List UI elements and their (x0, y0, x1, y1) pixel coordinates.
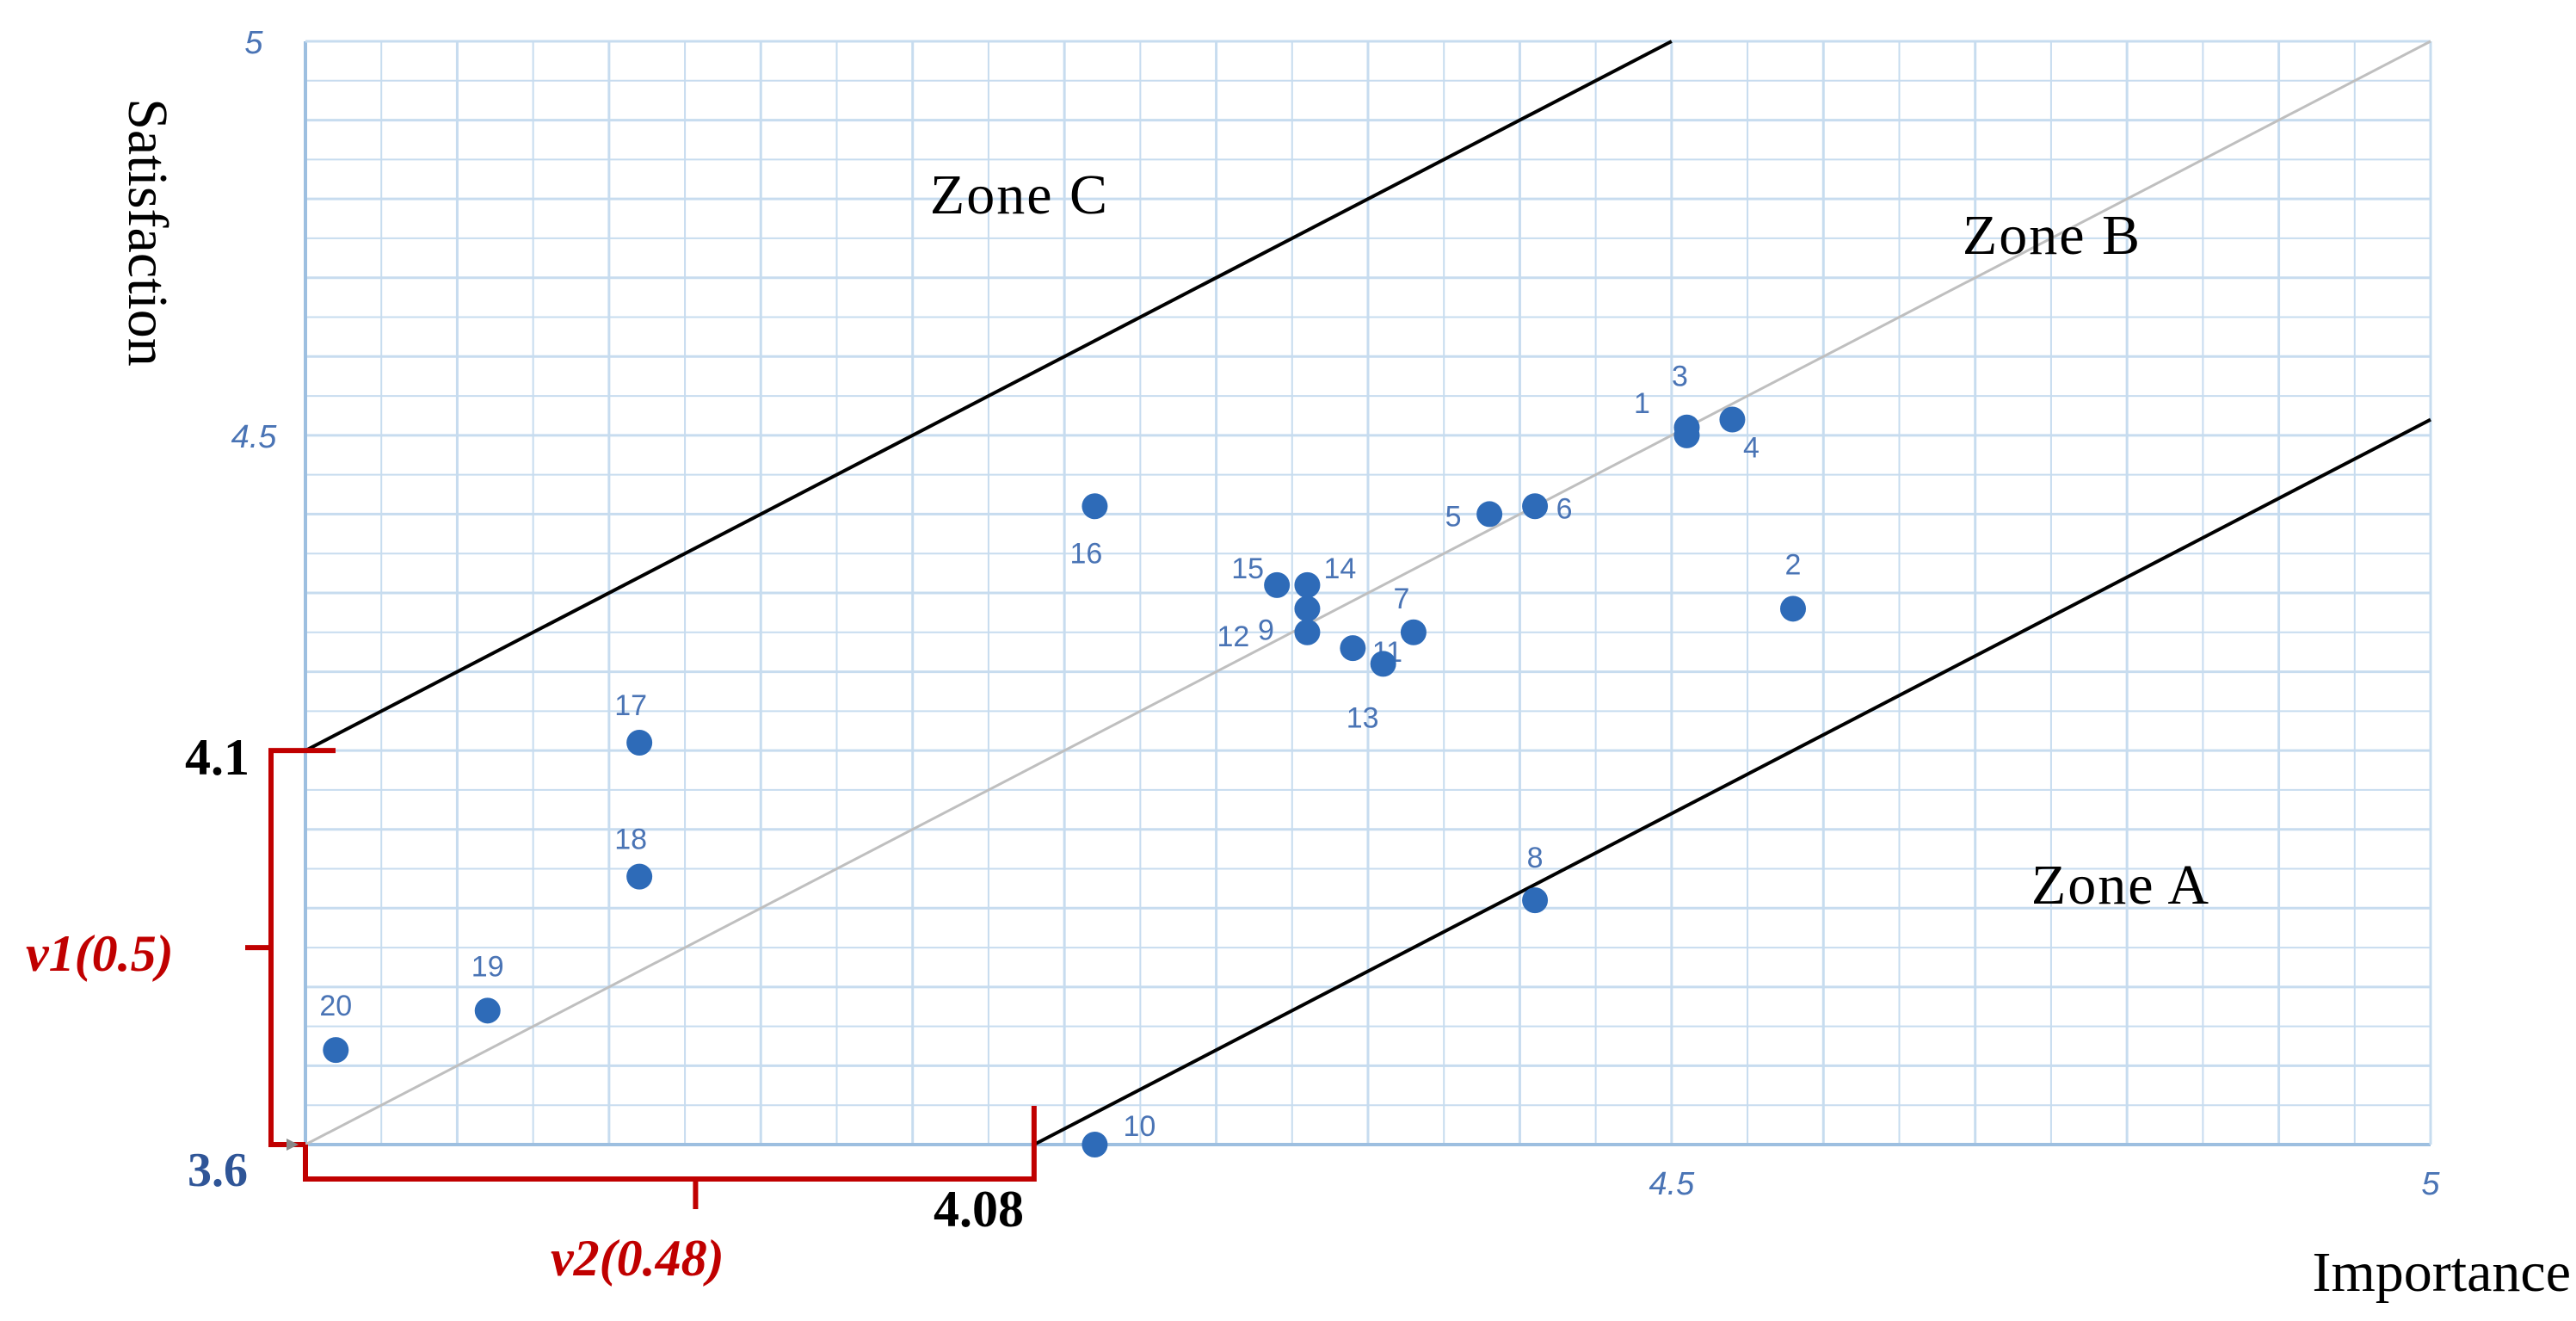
y-tick-label: 4.5 (231, 419, 278, 455)
data-point (1082, 493, 1108, 520)
data-point-label: 16 (1070, 537, 1103, 570)
data-point-label: 14 (1324, 552, 1357, 585)
data-point (1082, 1132, 1108, 1157)
data-point-label: 3 (1672, 361, 1688, 393)
data-point (323, 1037, 349, 1064)
data-point (1780, 596, 1806, 622)
origin-arrow (287, 1139, 299, 1151)
data-point (1522, 887, 1549, 914)
data-point-label: 17 (614, 689, 647, 722)
data-point (1522, 493, 1549, 520)
zone-a-label: Zone A (2031, 854, 2210, 917)
data-points: 1234567891011121314151617181920 (319, 361, 1806, 1157)
data-point-label: 5 (1445, 500, 1462, 533)
data-point-label: 8 (1527, 842, 1544, 874)
data-point (1340, 635, 1366, 662)
y-axis-title: Satisfaction (116, 98, 179, 367)
data-point-label: 1 (1634, 387, 1650, 420)
data-point (1719, 406, 1746, 433)
data-point-label: 6 (1556, 492, 1573, 525)
zone-lines (305, 40, 2431, 1146)
data-point (626, 863, 653, 890)
zone-b-label: Zone B (1963, 204, 2142, 267)
v2-bracket (303, 1106, 1037, 1182)
upper-line (305, 40, 1673, 752)
data-point-label: 7 (1393, 583, 1409, 615)
zone-c-label: Zone C (930, 164, 1109, 226)
grid-layer: 4.5 5 4.5 5 (231, 25, 2441, 1202)
data-point-label: 18 (614, 824, 647, 856)
bracket-annotations (245, 748, 1037, 1209)
x-tick-label: 4.5 (1649, 1166, 1695, 1202)
data-point-label: 9 (1258, 614, 1274, 646)
diagonal-line (305, 40, 2431, 1146)
data-point (1294, 596, 1321, 622)
x-intercept-label: 4.08 (934, 1181, 1024, 1238)
data-point-label: 20 (319, 990, 352, 1022)
data-point (474, 997, 501, 1024)
v1-label: v1(0.5) (26, 925, 174, 982)
data-point-label: 15 (1231, 552, 1264, 585)
data-point (1264, 571, 1291, 598)
data-point-label: 2 (1785, 548, 1802, 581)
origin-label: 3.6 (188, 1144, 248, 1197)
x-tick-label: 5 (2421, 1166, 2440, 1202)
x-axis-title: Importance (2312, 1241, 2571, 1304)
data-point (1294, 571, 1321, 598)
data-point (1476, 501, 1503, 528)
data-point (1294, 619, 1321, 645)
data-point-label: 4 (1743, 432, 1759, 465)
data-point (626, 729, 653, 756)
data-point-label: 12 (1217, 620, 1250, 653)
y-tick-label: 5 (244, 25, 263, 61)
lower-line (1032, 417, 2431, 1146)
data-point (1673, 414, 1700, 441)
y-intercept-label: 4.1 (185, 729, 250, 786)
data-point (1370, 651, 1396, 677)
data-point-label: 13 (1347, 701, 1379, 734)
data-point (1400, 619, 1427, 645)
v2-label: v2(0.48) (551, 1230, 724, 1287)
data-point-label: 19 (471, 950, 504, 983)
data-point-label: 10 (1124, 1110, 1156, 1143)
